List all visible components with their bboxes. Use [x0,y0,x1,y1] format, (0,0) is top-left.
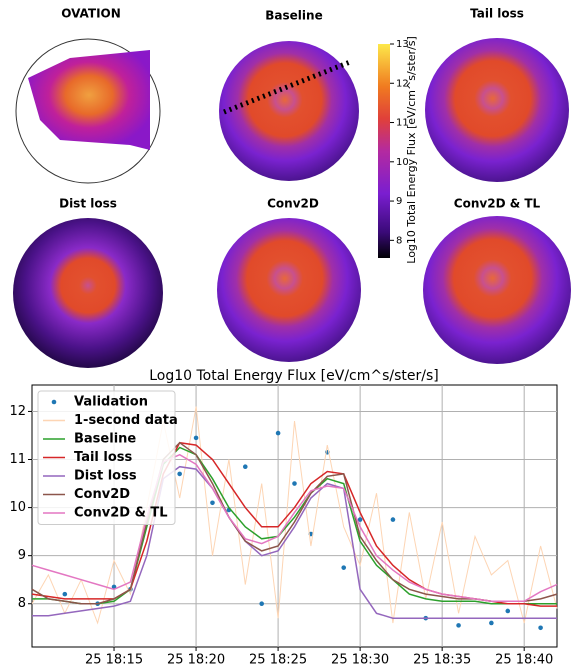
data-point [63,592,68,597]
legend-label: Tail loss [74,450,133,465]
y-tick-label: 11 [9,452,26,467]
panel-title: OVATION [61,7,121,21]
data-point [243,464,248,469]
legend-label: Conv2D [74,487,130,502]
legend-label: Dist loss [74,469,137,484]
data-point [341,565,346,570]
data-point [391,517,396,522]
legend-label: Baseline [74,432,136,447]
tail-loss-map [425,38,569,182]
data-point [259,601,264,606]
panel-title: Conv2D & TL [454,197,541,211]
x-tick-label: 25 18:15 [85,653,143,665]
chart-title: Log10 Total Energy Flux [eV/cm^s/ster/s] [149,368,439,384]
colorbar [378,44,390,258]
x-tick-label: 25 18:30 [331,653,389,665]
data-point [489,621,494,626]
colorbar-tick-label: 12 [396,78,409,89]
x-tick-label: 25 18:20 [167,653,225,665]
data-point [538,625,543,630]
polar-panels: OVATION Baseline Tail loss Dist loss Con… [13,7,571,369]
colorbar-tick-label: 10 [396,157,409,168]
figure: OVATION Baseline Tail loss Dist loss Con… [0,0,579,665]
baseline-map [219,41,359,181]
x-tick-label: 25 18:40 [495,653,553,665]
x-tick-label: 25 18:35 [413,653,471,665]
panel-title: Tail loss [470,7,524,21]
legend-label: 1-second data [74,413,178,428]
y-tick-label: 8 [18,596,26,611]
colorbar-tick-label: 11 [396,118,409,129]
data-point [276,431,281,436]
panel-title: Baseline [265,9,322,23]
legend-label: Validation [74,395,148,410]
colorbar-tick-label: 8 [396,235,402,246]
data-point [177,472,182,477]
y-tick-label: 12 [9,404,26,419]
y-tick-label: 10 [9,500,26,515]
colorbar-label: Log10 Total Energy Flux [eV/cm^s/ster/s] [405,36,418,263]
colorbar-tick-label: 13 [396,39,409,50]
panel-title: Conv2D [267,197,319,211]
y-tick-label: 9 [18,548,26,563]
colorbar-tick-label: 9 [396,196,402,207]
legend-label: Conv2D & TL [74,506,168,521]
data-point [456,623,461,628]
panel-title: Dist loss [59,197,117,211]
dist-loss-map [13,218,163,368]
conv2d-tl-map [423,216,571,364]
conv2d-map [217,218,361,362]
data-point [210,500,215,505]
data-point [505,609,510,614]
legend-marker [52,400,57,405]
x-tick-label: 25 18:25 [249,653,307,665]
data-point [292,481,297,486]
data-point [194,436,199,441]
